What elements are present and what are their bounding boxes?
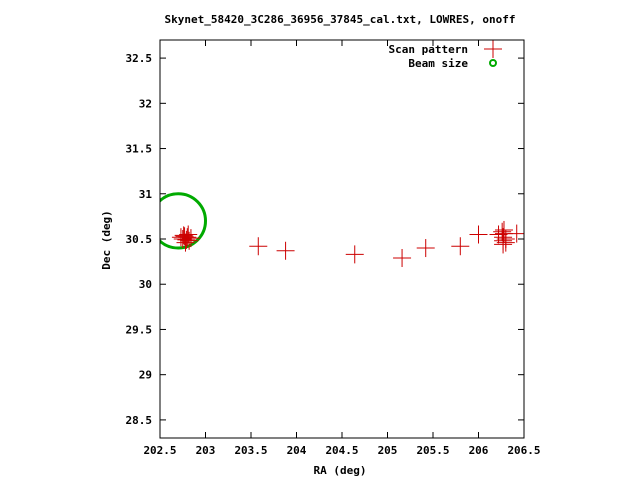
scan-point: [494, 228, 513, 247]
legend-label-scan-pattern: Scan pattern: [389, 43, 468, 56]
y-axis-label: Dec (deg): [100, 210, 113, 270]
scan-point: [176, 233, 195, 252]
y-tick-label: 29: [139, 369, 152, 382]
scan-point: [489, 225, 508, 244]
y-tick-label: 32: [139, 97, 152, 110]
x-tick-label: 206: [469, 444, 489, 457]
scan-point: [179, 225, 198, 244]
x-tick-label: 203.5: [234, 444, 267, 457]
legend-marker-scan-pattern: [484, 40, 502, 58]
y-tick-label: 29.5: [126, 323, 153, 336]
scan-point: [178, 228, 197, 247]
y-tick-label: 30.5: [126, 233, 153, 246]
scan-point: [416, 239, 435, 258]
x-tick-label: 202.5: [143, 444, 176, 457]
beam-size-circle: [160, 192, 207, 250]
x-tick-label: 205.5: [416, 444, 449, 457]
legend: Scan pattern Beam size: [389, 40, 502, 70]
y-tick-label: 32.5: [126, 52, 153, 65]
x-tick-label: 204.5: [325, 444, 358, 457]
x-tick-label: 205: [378, 444, 398, 457]
plot-area: [160, 192, 524, 267]
scan-point: [496, 233, 515, 252]
y-tick-label: 30: [139, 278, 152, 291]
scan-point: [276, 241, 295, 260]
scan-point: [177, 230, 196, 249]
scan-point: [451, 237, 470, 256]
scan-point: [507, 224, 524, 243]
scan-point: [174, 226, 193, 245]
legend-marker-beam-size: [489, 59, 497, 67]
x-tick-label: 206.5: [507, 444, 540, 457]
y-tick-label: 31.5: [126, 143, 153, 156]
scan-point: [181, 229, 200, 248]
y-tick-label: 28.5: [126, 414, 153, 427]
x-axis-label: RA (deg): [314, 464, 367, 477]
plot-border: [159, 39, 525, 439]
chart-title: Skynet_58420_3C286_36956_37845_cal.txt, …: [165, 13, 516, 26]
scan-point: [494, 220, 513, 239]
scan-point: [249, 237, 268, 256]
legend-label-beam-size: Beam size: [408, 57, 468, 70]
x-axis: 202.5 203 203.5 204 204.5 205 205.5 206 206.5: [143, 40, 541, 457]
scan-point: [345, 245, 364, 264]
scan-point: [393, 248, 412, 267]
scan-point: [493, 222, 512, 241]
y-axis: 28.5 29 29.5 30 30.5 31 31.5 32 32.5: [126, 52, 524, 427]
x-tick-label: 203: [196, 444, 216, 457]
x-tick-label: 204: [287, 444, 307, 457]
y-tick-label: 31: [139, 188, 153, 201]
plot-marks: [160, 192, 524, 267]
scan-point: [469, 225, 488, 244]
